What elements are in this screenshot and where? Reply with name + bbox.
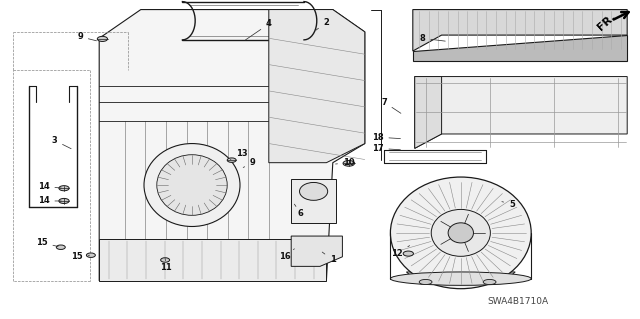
Polygon shape	[269, 10, 365, 163]
Ellipse shape	[161, 258, 170, 262]
Text: 12: 12	[391, 246, 410, 258]
Text: 8: 8	[420, 34, 445, 43]
Ellipse shape	[157, 155, 227, 215]
Ellipse shape	[144, 144, 240, 226]
Polygon shape	[413, 10, 627, 51]
Polygon shape	[415, 77, 442, 148]
Text: 14: 14	[38, 197, 61, 205]
Text: 17: 17	[372, 144, 401, 153]
Ellipse shape	[56, 245, 65, 249]
Text: 11: 11	[161, 258, 172, 272]
Ellipse shape	[390, 177, 531, 289]
Polygon shape	[291, 236, 342, 266]
Ellipse shape	[403, 251, 413, 256]
Ellipse shape	[343, 160, 355, 166]
Text: 15: 15	[71, 252, 90, 261]
Polygon shape	[413, 35, 627, 61]
Text: 1: 1	[322, 252, 336, 264]
Text: 16: 16	[279, 249, 294, 261]
Text: 13: 13	[230, 149, 248, 160]
Text: 15: 15	[36, 238, 58, 247]
Text: 9: 9	[77, 32, 97, 41]
Text: FR.: FR.	[596, 12, 618, 33]
Polygon shape	[99, 10, 365, 281]
Polygon shape	[406, 272, 515, 280]
Text: 5: 5	[502, 200, 515, 209]
Text: SWA4B1710A: SWA4B1710A	[488, 297, 549, 306]
Ellipse shape	[431, 209, 490, 256]
Ellipse shape	[448, 223, 474, 243]
Polygon shape	[99, 239, 326, 281]
Ellipse shape	[59, 186, 69, 191]
Text: 14: 14	[38, 182, 61, 191]
Ellipse shape	[86, 253, 95, 257]
Text: 3: 3	[52, 136, 71, 149]
Ellipse shape	[300, 182, 328, 200]
Ellipse shape	[419, 279, 432, 285]
Text: 2: 2	[316, 18, 330, 30]
Ellipse shape	[227, 158, 236, 162]
Text: 18: 18	[372, 133, 401, 142]
Ellipse shape	[390, 272, 531, 285]
Text: 7: 7	[381, 98, 401, 113]
Ellipse shape	[59, 198, 69, 204]
Text: 6: 6	[294, 204, 304, 218]
Text: 9: 9	[243, 158, 255, 167]
Ellipse shape	[97, 36, 108, 41]
Ellipse shape	[483, 279, 496, 285]
Text: 4: 4	[246, 19, 272, 40]
Polygon shape	[291, 179, 336, 223]
Polygon shape	[415, 77, 627, 148]
Text: 10: 10	[335, 158, 355, 167]
